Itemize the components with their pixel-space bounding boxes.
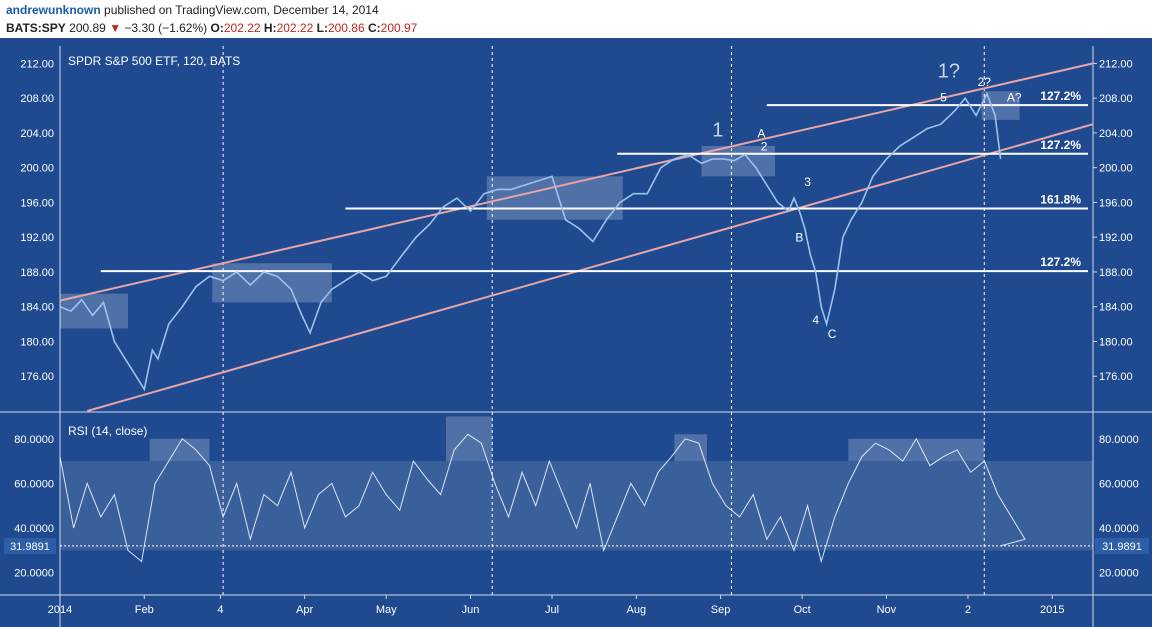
high-value: 202.22 <box>276 21 314 35</box>
rsi-pane: 80.0000 80.0000 60.0000 60.0000 40.0000 40.00… <box>4 416 1149 580</box>
rsi-ytick-right-1: 60.0000 <box>1099 478 1139 490</box>
price-ytick-right-6: 188.00 <box>1099 267 1133 279</box>
xtick-label-8: Sep <box>711 604 731 616</box>
price-ytick-left-5: 192.00 <box>20 232 54 244</box>
price-ytick-right-1: 208.00 <box>1099 93 1133 105</box>
rsi-ytick-right-0: 80.0000 <box>1099 434 1139 446</box>
rsi-ytick-right-2: 40.0000 <box>1099 523 1139 535</box>
price-ytick-right-2: 204.00 <box>1099 128 1133 140</box>
rsi-highlight-box-3 <box>848 438 985 462</box>
wave-label-7: 3 <box>804 175 811 189</box>
xtick-label-7: Aug <box>627 604 647 616</box>
close-label: C: <box>367 21 381 35</box>
price-ytick-left-1: 208.00 <box>20 93 54 105</box>
xtick-label-4: May <box>376 604 397 616</box>
xtick-label-12: 2015 <box>1040 604 1064 616</box>
xtick-label-9: Oct <box>794 604 811 616</box>
price-ytick-left-0: 212.00 <box>20 58 54 70</box>
symbol-label: BATS:SPY <box>6 21 66 35</box>
chart-canvas[interactable]: 212.00 212.00 208.00 208.00 204.00 204.00 200.… <box>0 38 1152 627</box>
rsi-current-value-left: 31.9891 <box>10 541 50 553</box>
rsi-ytick-left-0: 80.0000 <box>14 434 54 446</box>
price-ytick-left-6: 188.00 <box>20 267 54 279</box>
channel-line-1 <box>86 123 1094 412</box>
author-link[interactable]: andrewunknown <box>6 3 101 17</box>
price-ytick-right-3: 200.00 <box>1099 163 1133 175</box>
wave-label-5: A <box>757 126 765 140</box>
header-line-2: BATS:SPY 200.89 ▼ −3.30 (−1.62%) O:202.2… <box>6 21 417 35</box>
wave-label-0: 1? <box>938 60 960 82</box>
open-label: O: <box>210 21 224 35</box>
price-ytick-right-5: 192.00 <box>1099 232 1133 244</box>
price-ytick-right-4: 196.00 <box>1099 197 1133 209</box>
price-ytick-left-4: 196.00 <box>20 197 54 209</box>
high-label: H: <box>263 21 277 35</box>
rsi-current-box-left <box>4 537 56 554</box>
xtick-label-2: 4 <box>217 604 223 616</box>
wave-label-2: A? <box>1007 91 1022 105</box>
xtick-label-6: Jul <box>545 604 559 616</box>
wave-label-4: 1 <box>712 119 723 141</box>
price-ytick-right-7: 184.00 <box>1099 302 1133 314</box>
open-value: 202.22 <box>223 21 261 35</box>
wave-label-1: 2? <box>978 75 992 89</box>
price-ytick-left-3: 200.00 <box>20 163 54 175</box>
fib-level-label-1: 127.2% <box>1040 138 1081 152</box>
rsi-highlight-box-0 <box>149 438 210 462</box>
price-highlight-box-1 <box>212 263 332 303</box>
rsi-current-box-right <box>1095 537 1149 554</box>
low-label: L: <box>316 21 328 35</box>
price-ytick-right-8: 180.00 <box>1099 336 1133 348</box>
wave-label-10: C <box>828 327 837 341</box>
rsi-series-line <box>59 433 1026 564</box>
price-series-line <box>59 91 1002 392</box>
wave-label-6: 2 <box>761 139 768 153</box>
xtick-label-11: 2 <box>965 604 971 616</box>
rsi-highlight-box-2 <box>674 434 707 462</box>
price-ytick-left-2: 204.00 <box>20 128 54 140</box>
price-ytick-left-9: 176.00 <box>20 371 54 383</box>
wave-label-3: 5 <box>940 91 947 105</box>
rsi-chart-title: RSI (14, close) <box>68 424 147 438</box>
price-ytick-right-9: 176.00 <box>1099 371 1133 383</box>
xtick-label-0: 2014 <box>48 604 72 616</box>
xtick-label-5: Jun <box>462 604 480 616</box>
price-pane: 212.00 212.00 208.00 208.00 204.00 204.00 200.… <box>0 46 1152 627</box>
rsi-band <box>60 461 1093 551</box>
header-line-1: andrewunknown published on TradingView.c… <box>6 3 379 17</box>
fib-level-label-2: 161.8% <box>1040 193 1081 207</box>
triangle-down-icon: ▼ <box>109 21 122 35</box>
channel-line-0 <box>59 62 1094 302</box>
wave-label-9: 4 <box>812 313 819 327</box>
low-value: 200.86 <box>327 21 365 35</box>
fib-level-label-3: 127.2% <box>1040 255 1081 269</box>
rsi-ytick-left-3: 20.0000 <box>14 568 54 580</box>
wave-label-8: B <box>795 231 803 245</box>
price-ytick-left-7: 184.00 <box>20 302 54 314</box>
rsi-current-value-right: 31.9891 <box>1102 541 1142 553</box>
price-ytick-left-8: 180.00 <box>20 336 54 348</box>
published-text: published on TradingView.com, December 1… <box>104 3 379 17</box>
xtick-label-1: Feb <box>135 604 154 616</box>
xtick-label-3: Apr <box>296 604 313 616</box>
rsi-ytick-left-1: 60.0000 <box>14 478 54 490</box>
rsi-ytick-right-3: 20.0000 <box>1099 568 1139 580</box>
last-price: 200.89 <box>69 21 106 35</box>
price-change: −3.30 (−1.62%) <box>124 21 208 35</box>
x-axis: 2014 Feb 4 Apr May Jun Jul Aug Sep Oct Nov 2 2015 <box>0 594 1152 616</box>
price-chart-title: SPDR S&P 500 ETF, 120, BATS <box>68 54 240 68</box>
xtick-label-10: Nov <box>877 604 897 616</box>
price-ytick-right-0: 212.00 <box>1099 58 1133 70</box>
close-value: 200.97 <box>380 21 418 35</box>
fib-level-label-0: 127.2% <box>1040 89 1081 103</box>
rsi-ytick-left-2: 40.0000 <box>14 523 54 535</box>
chart-background <box>0 38 1152 627</box>
